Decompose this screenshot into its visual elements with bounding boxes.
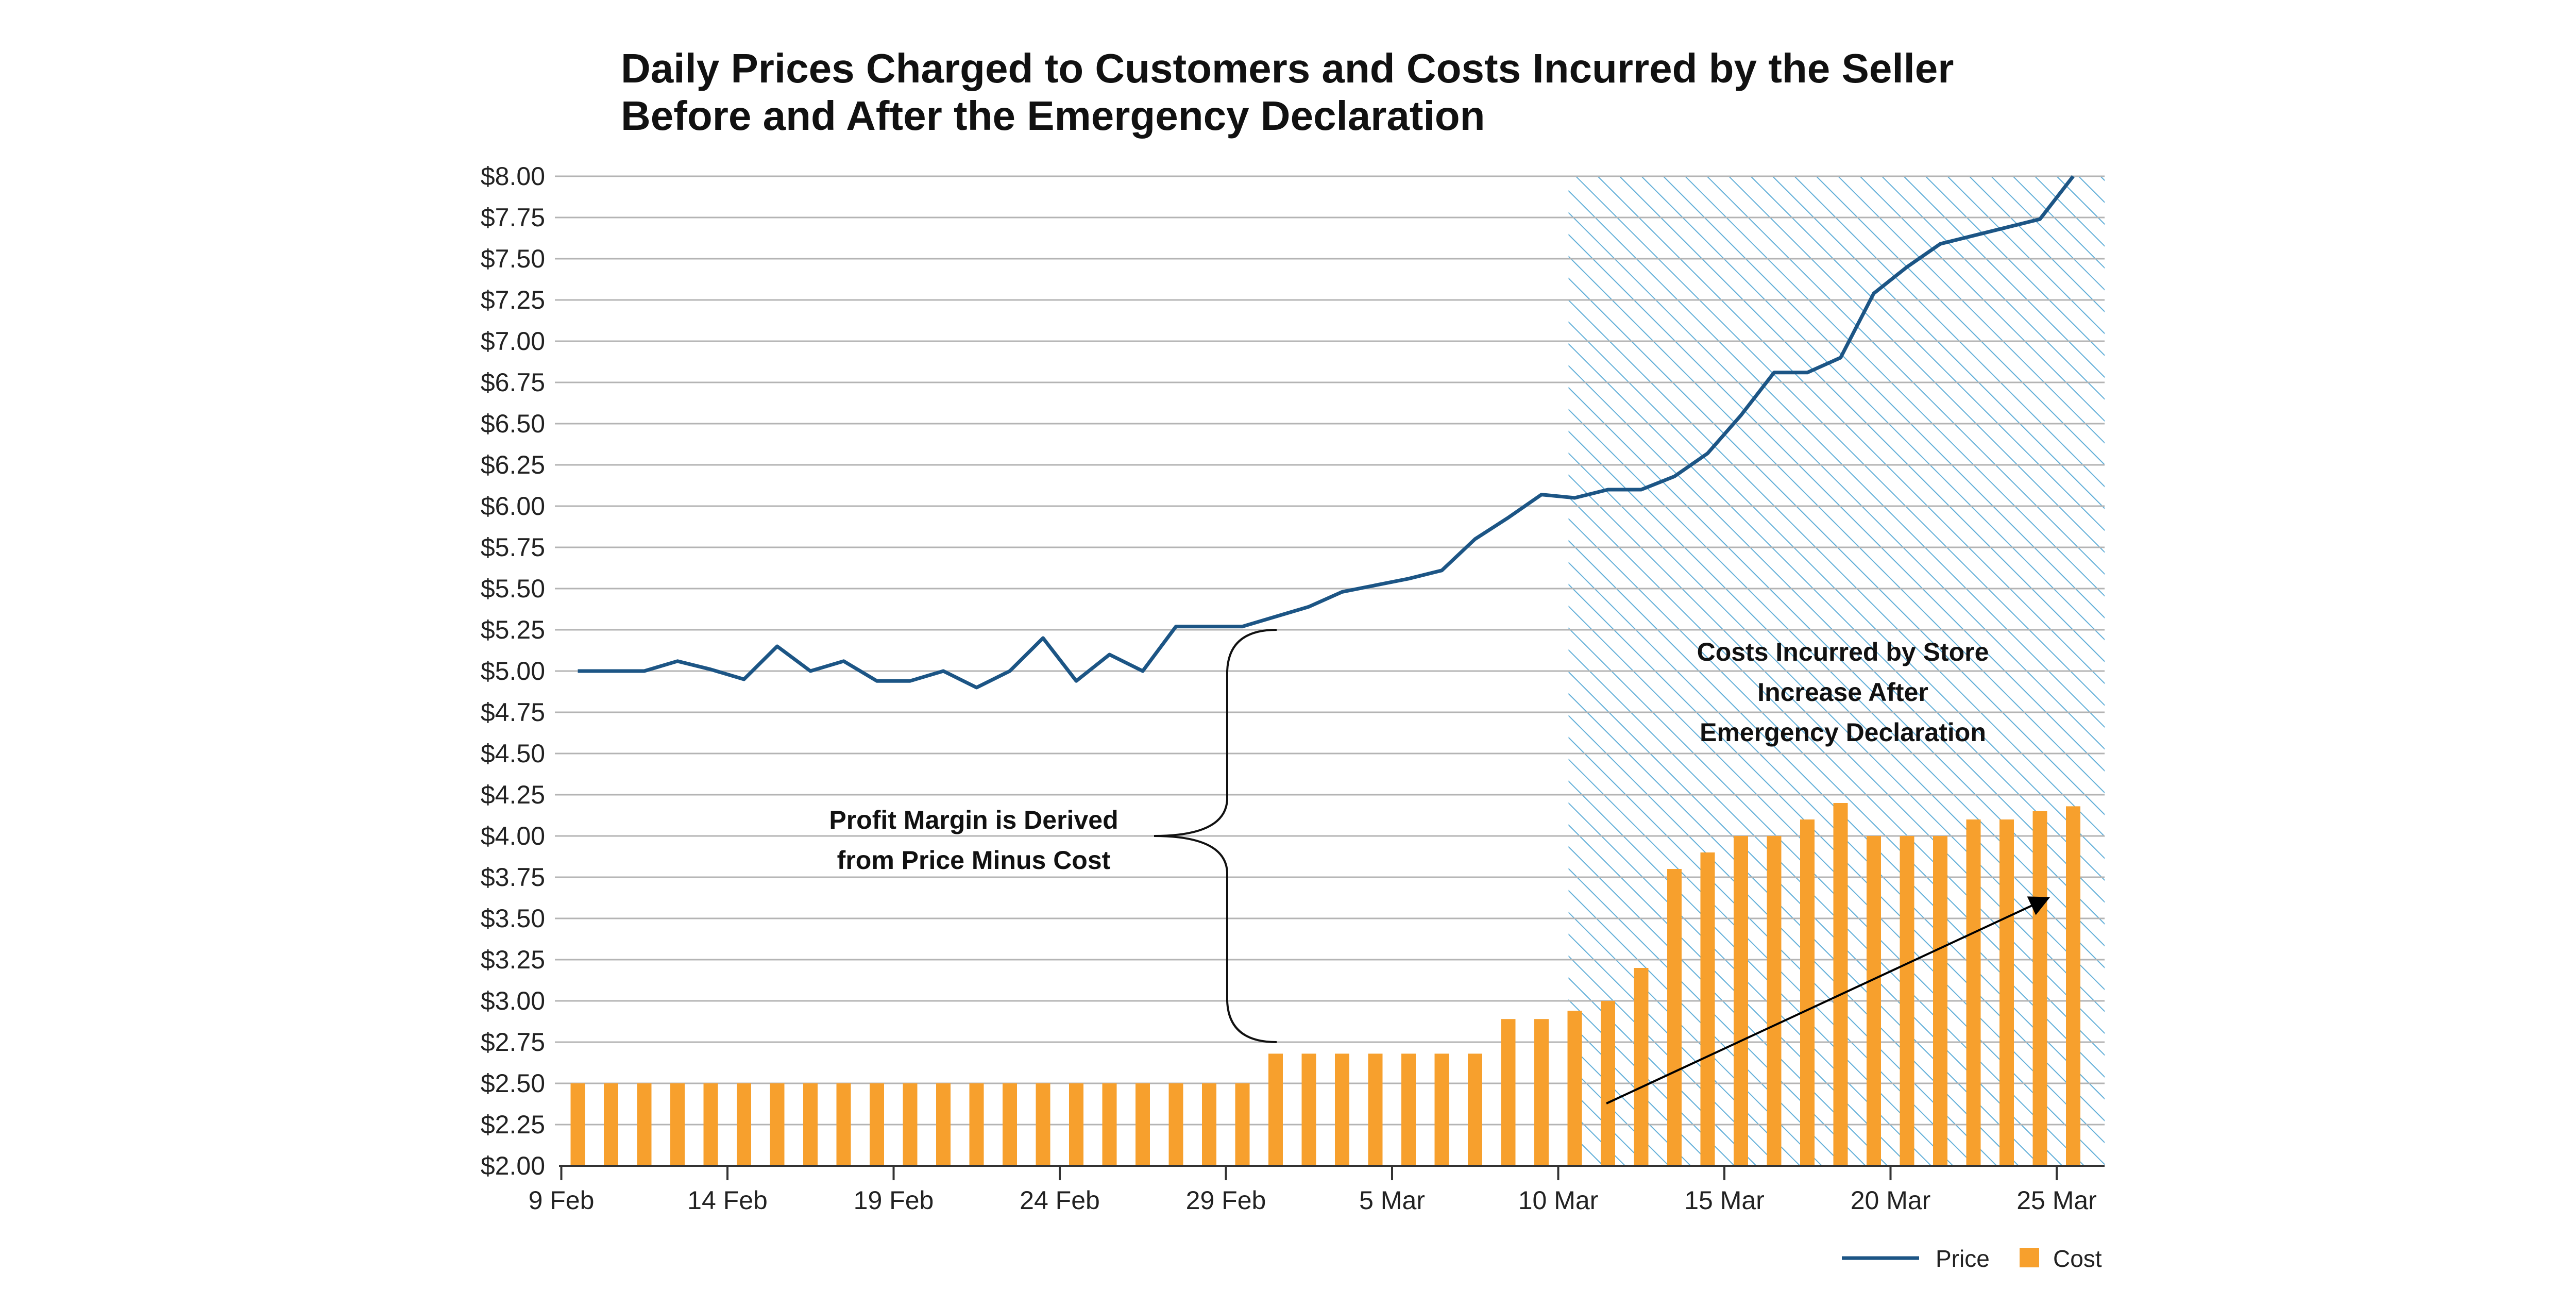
cost-bar xyxy=(1136,1083,1150,1166)
y-tick-label: $7.00 xyxy=(481,327,545,356)
cost-bar xyxy=(1933,836,1947,1166)
cost-bar xyxy=(1202,1083,1216,1166)
cost-bar xyxy=(1601,1001,1615,1166)
y-tick-label: $5.00 xyxy=(481,657,545,685)
cost-bar xyxy=(1800,819,1815,1166)
costs-increase-annotation: Emergency Declaration xyxy=(1700,718,1986,747)
cost-bar xyxy=(1966,819,1981,1166)
y-tick-label: $7.75 xyxy=(481,203,545,232)
y-tick-label: $2.50 xyxy=(481,1069,545,1098)
cost-bar xyxy=(1501,1019,1516,1166)
cost-trend-arrow xyxy=(1606,896,2050,1104)
y-tick-label: $4.50 xyxy=(481,739,545,768)
chart-title-line-2: Before and After the Emergency Declarati… xyxy=(621,93,1485,139)
cost-bar xyxy=(1268,1053,1283,1166)
x-tick-label: 29 Feb xyxy=(1186,1186,1266,1215)
cost-bar xyxy=(1368,1053,1383,1166)
y-tick-label: $2.75 xyxy=(481,1028,545,1057)
y-tick-label: $6.25 xyxy=(481,450,545,479)
cost-bar xyxy=(1434,1053,1449,1166)
cost-bar xyxy=(637,1083,652,1166)
cost-bar xyxy=(1700,852,1715,1166)
cost-bar xyxy=(604,1083,618,1166)
cost-bar xyxy=(1667,869,1682,1166)
cost-bar xyxy=(1999,819,2014,1166)
cost-bar xyxy=(737,1083,751,1166)
cost-bar xyxy=(1301,1053,1316,1166)
cost-bar xyxy=(936,1083,951,1166)
x-tick-label: 20 Mar xyxy=(1851,1186,1931,1215)
y-tick-label: $4.00 xyxy=(481,822,545,850)
cost-bar xyxy=(1734,836,1748,1166)
cost-bar xyxy=(1534,1019,1549,1166)
cost-bar xyxy=(2032,811,2047,1166)
legend-cost-swatch xyxy=(2020,1248,2039,1267)
cost-bar xyxy=(836,1083,851,1166)
cost-bar xyxy=(1468,1053,1482,1166)
price-line xyxy=(578,175,2075,690)
cost-bar xyxy=(1900,836,1914,1166)
y-tick-label: $8.00 xyxy=(481,162,545,191)
x-tick-label: 19 Feb xyxy=(854,1186,934,1215)
profit-margin-annotation: from Price Minus Cost xyxy=(837,846,1111,875)
y-tick-label: $5.25 xyxy=(481,615,545,644)
cost-bar xyxy=(2066,806,2080,1166)
x-tick-label: 5 Mar xyxy=(1359,1186,1425,1215)
x-tick-label: 25 Mar xyxy=(2016,1186,2097,1215)
y-tick-label: $3.00 xyxy=(481,986,545,1015)
cost-bar xyxy=(903,1083,918,1166)
cost-bar xyxy=(770,1083,785,1166)
cost-bar xyxy=(670,1083,685,1166)
x-tick-label: 9 Feb xyxy=(529,1186,595,1215)
cost-bar xyxy=(1168,1083,1183,1166)
cost-bar xyxy=(969,1083,984,1166)
cost-bar xyxy=(870,1083,884,1166)
cost-bar xyxy=(1003,1083,1017,1166)
cost-bar xyxy=(1634,968,1649,1166)
legend-price-label: Price xyxy=(1936,1245,1990,1272)
y-tick-label: $6.75 xyxy=(481,368,545,397)
x-tick-label: 14 Feb xyxy=(687,1186,768,1215)
profit-margin-brace xyxy=(1154,629,1277,1043)
cost-bar xyxy=(803,1083,818,1166)
y-tick-label: $3.50 xyxy=(481,904,545,933)
y-tick-label: $6.50 xyxy=(481,409,545,438)
cost-bar xyxy=(1401,1053,1416,1166)
costs-increase-annotation: Costs Incurred by Store xyxy=(1697,638,1989,666)
profit-margin-annotation: Profit Margin is Derived xyxy=(829,806,1118,834)
x-tick-label: 15 Mar xyxy=(1684,1186,1765,1215)
y-tick-label: $6.00 xyxy=(481,492,545,521)
x-tick-label: 10 Mar xyxy=(1518,1186,1599,1215)
y-tick-label: $7.50 xyxy=(481,244,545,273)
y-tick-label: $4.75 xyxy=(481,698,545,727)
cost-bar xyxy=(1567,1011,1582,1166)
y-tick-label: $3.25 xyxy=(481,945,545,974)
cost-bar xyxy=(1069,1083,1083,1166)
cost-bar xyxy=(1335,1053,1349,1166)
y-tick-label: $2.00 xyxy=(481,1151,545,1180)
cost-bar xyxy=(703,1083,718,1166)
cost-bar xyxy=(570,1083,585,1166)
costs-increase-annotation: Increase After xyxy=(1757,678,1928,707)
y-tick-label: $7.25 xyxy=(481,286,545,314)
cost-bar xyxy=(1102,1083,1117,1166)
cost-bar xyxy=(1767,836,1782,1166)
x-tick-label: 24 Feb xyxy=(1020,1186,1100,1215)
legend-cost-label: Cost xyxy=(2053,1245,2102,1272)
cost-bar xyxy=(1036,1083,1050,1166)
cost-bar xyxy=(1235,1083,1250,1166)
y-tick-label: $5.75 xyxy=(481,533,545,562)
y-tick-label: $2.25 xyxy=(481,1110,545,1139)
y-tick-label: $3.75 xyxy=(481,863,545,892)
y-tick-label: $4.25 xyxy=(481,780,545,809)
cost-bar xyxy=(1867,836,1881,1166)
cost-bar xyxy=(1833,803,1848,1166)
chart-title-line-1: Daily Prices Charged to Customers and Co… xyxy=(621,45,1954,91)
y-tick-label: $5.50 xyxy=(481,574,545,603)
